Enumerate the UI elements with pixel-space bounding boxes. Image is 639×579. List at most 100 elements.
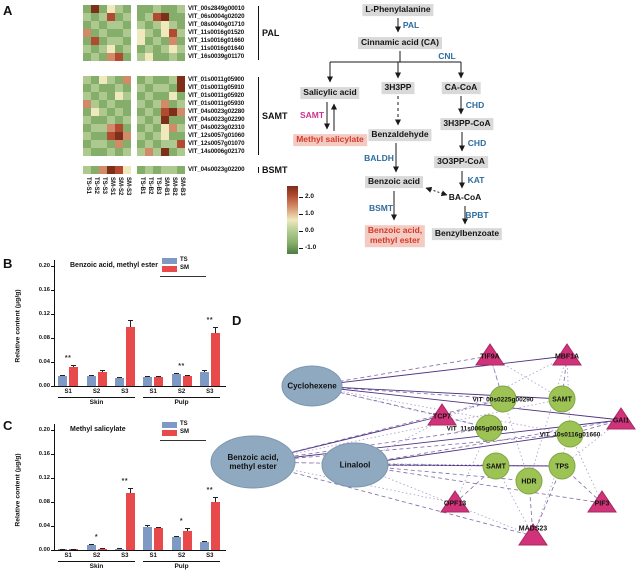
heatmap-cell (137, 166, 145, 174)
heatmap-column-label: SM-S3 (124, 177, 131, 196)
panel-b-label: B (3, 256, 13, 271)
heatmap-cell (137, 37, 145, 45)
heatmap-cell (123, 21, 131, 29)
y-tick-label: 0.08 (38, 334, 50, 341)
heatmap-cell (177, 124, 185, 132)
heatmap-cell (91, 45, 99, 53)
heatmap-cell (169, 29, 177, 37)
heatmap-cell (169, 140, 177, 148)
bar-ts (143, 377, 153, 386)
heatmap-cell (169, 92, 177, 100)
heatmap-cell (161, 29, 169, 37)
heatmap-cell (115, 100, 123, 108)
heatmap-cell (169, 45, 177, 53)
gene-label: VIT_04s0023g02290 (188, 116, 245, 123)
heatmap-cell (145, 13, 153, 21)
heatmap-cell (161, 166, 169, 174)
colorbar-tick-mark (299, 197, 303, 198)
heatmap-cell (145, 45, 153, 53)
error-bar-cap (88, 375, 94, 377)
y-tick-label: 0.20 (38, 262, 50, 269)
heatmap-cell (107, 148, 115, 156)
network-edge (252, 427, 490, 463)
error-bar (186, 528, 188, 531)
gene-label: VIT_01s0011g05900 (188, 76, 245, 83)
error-bar-cap (173, 535, 179, 537)
pathway-node: Benzoic acid, methyl ester (364, 225, 426, 247)
network-node-gene (548, 385, 576, 413)
pathway-node: Benzylbenzoate (431, 228, 503, 240)
heatmap-column-label: TS-B1 (138, 177, 145, 195)
error-bar-cap (99, 370, 105, 372)
bar-ts (143, 526, 153, 550)
panel-c-label: C (3, 418, 13, 433)
heatmap-cell (107, 37, 115, 45)
heatmap-column-label: TS-B2 (146, 177, 153, 195)
network-node-gene (475, 414, 503, 442)
heatmap-cell (123, 5, 131, 13)
colorbar-tick-mark (299, 248, 303, 249)
x-tick-label: S1 (64, 389, 72, 395)
heatmap-cell (137, 140, 145, 148)
heatmap-cell (177, 5, 185, 13)
heatmap-cell (99, 45, 107, 53)
bar-sm (182, 376, 192, 386)
network-edge (252, 398, 563, 463)
network-edge (311, 385, 563, 400)
pathway-enzyme-label: CHD (467, 138, 487, 148)
heatmap-cell (153, 148, 161, 156)
legend-swatch-ts (162, 258, 177, 264)
heatmap-cell (91, 108, 99, 116)
colorbar-tick-label: 0.0 (305, 227, 315, 234)
gene-group-bracket (258, 6, 259, 60)
network-node-label: VIT_10s0116g01660 (540, 432, 601, 439)
heatmap-cell (169, 124, 177, 132)
heatmap-cell (161, 124, 169, 132)
pathway-enzyme-label: PAL (402, 20, 420, 30)
heatmap-cell (153, 166, 161, 174)
y-tick-mark (51, 502, 54, 503)
heatmap-cell (99, 100, 107, 108)
network-node-label: Cyclohexene (287, 382, 337, 391)
network-node-label: TPS (555, 464, 569, 471)
gene-label: VIT_12s0057g01060 (188, 132, 245, 139)
network-node-tf (427, 403, 457, 426)
pathway-node: Benzaldehyde (368, 129, 432, 141)
gene-label: VIT_16s0039g01170 (188, 53, 245, 60)
heatmap-cell (145, 100, 153, 108)
heatmap-cell (145, 116, 153, 124)
heatmap-cell (169, 76, 177, 84)
bar-sm (125, 327, 135, 386)
heatmap-cell (153, 13, 161, 21)
bar-ts (58, 376, 68, 386)
heatmap-cell (99, 92, 107, 100)
bar-sm (210, 333, 220, 386)
heatmap-cell (91, 100, 99, 108)
heatmap-cell (177, 76, 185, 84)
group-underline (58, 397, 135, 398)
heatmap-cell (99, 29, 107, 37)
heatmap-cell (99, 124, 107, 132)
heatmap-cell (137, 116, 145, 124)
heatmap-cell (145, 76, 153, 84)
heatmap-column-label: TS-B3 (154, 177, 161, 195)
heatmap-cell (161, 116, 169, 124)
heatmap-cell (123, 124, 131, 132)
y-axis-line (54, 260, 55, 386)
heatmap-cell (161, 21, 169, 29)
heatmap-cell (153, 29, 161, 37)
heatmap-cell (123, 108, 131, 116)
network-node-tf (440, 490, 470, 513)
error-bar-cap (201, 541, 207, 542)
error-bar-cap (156, 375, 162, 377)
chart-title: Methyl salicylate (70, 426, 126, 433)
heatmap-cell (123, 148, 131, 156)
heatmap-cell (153, 37, 161, 45)
heatmap-cell (91, 116, 99, 124)
chart-title: Benzoic acid, methyl ester (70, 262, 158, 269)
heatmap-cell (123, 84, 131, 92)
heatmap-cell (169, 148, 177, 156)
x-tick-label: S1 (149, 553, 157, 559)
y-tick-mark (51, 266, 54, 267)
network-node-label: TCP7 (433, 414, 451, 421)
